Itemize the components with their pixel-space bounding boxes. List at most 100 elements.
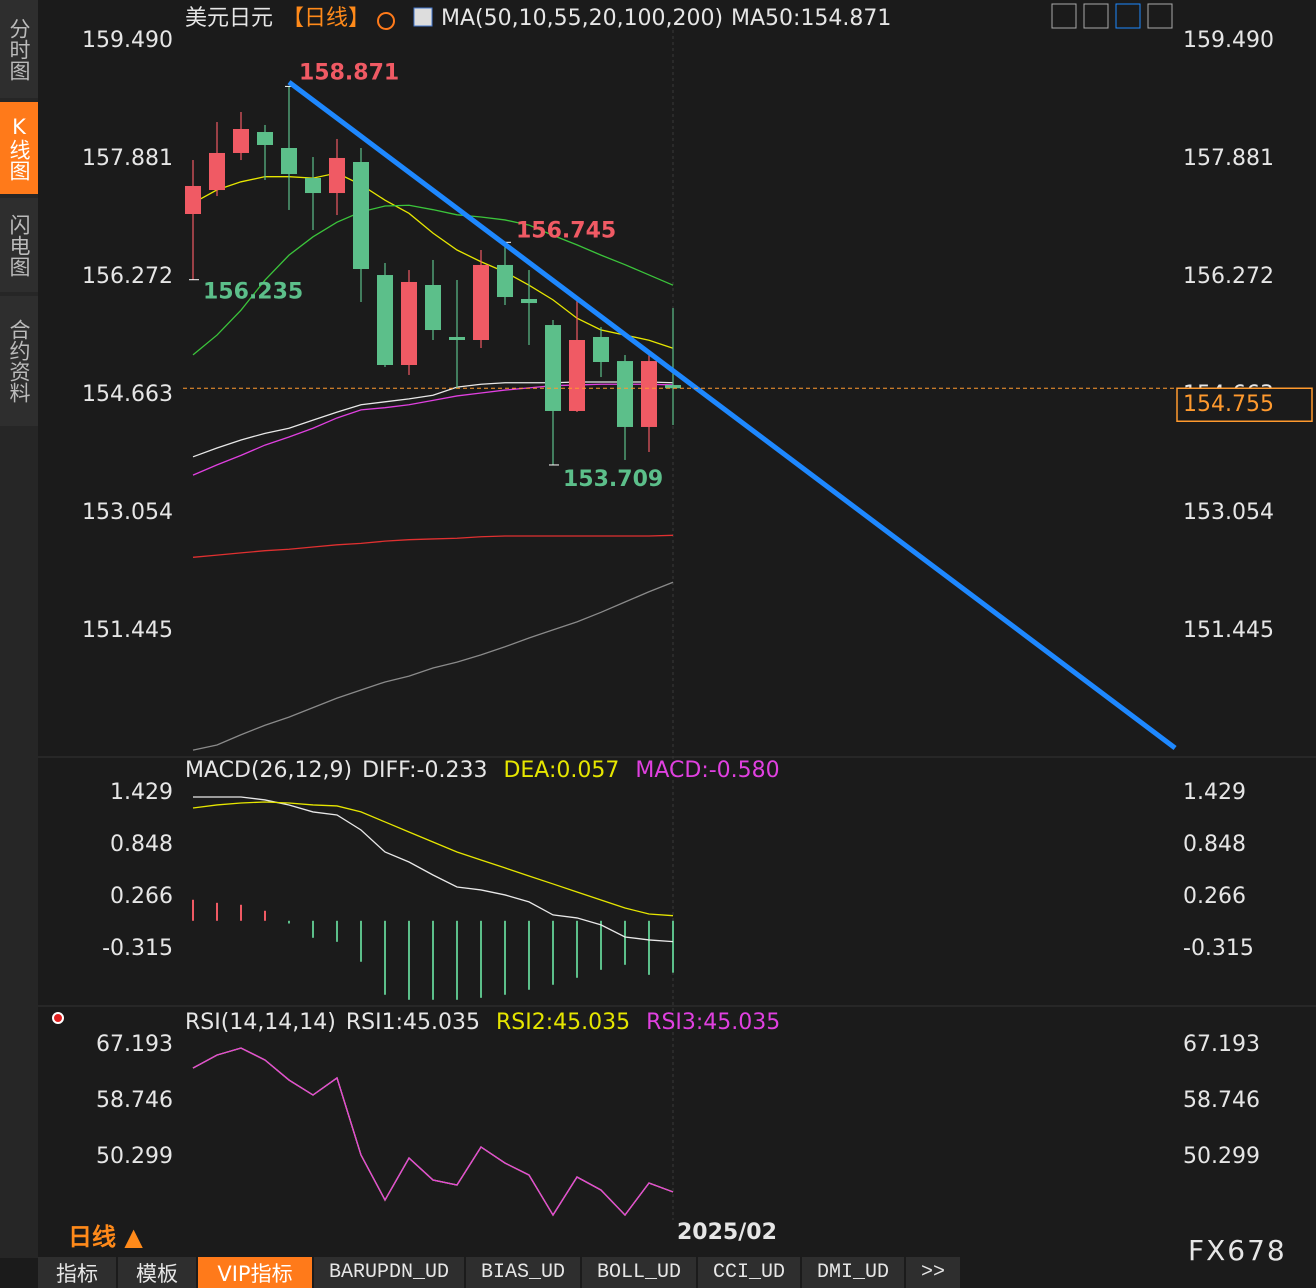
candle-body — [449, 336, 465, 340]
y2-tick-label: 58.746 — [1183, 1088, 1260, 1113]
legend-entry: RSI2:45.035 — [496, 1010, 630, 1035]
y-tick-label: -0.315 — [102, 936, 173, 961]
bottom-tab[interactable]: BARUPDN_UD — [314, 1257, 464, 1288]
y-tick-label: 1.429 — [110, 780, 173, 805]
extreme-label: 156.235 — [203, 280, 303, 305]
y2-tick-label: 151.445 — [1183, 618, 1274, 643]
sidebar-tab[interactable]: 闪电图 — [0, 198, 38, 292]
series-line — [192, 1047, 674, 1217]
legend-entry: RSI3:45.035 — [646, 1010, 780, 1035]
tool-icon[interactable] — [1083, 3, 1109, 29]
legend-entry: DEA:0.057 — [503, 758, 619, 783]
bottom-tab[interactable]: DMI_UD — [802, 1257, 904, 1288]
y-tick-label: 154.663 — [82, 382, 173, 407]
candle-body — [521, 298, 537, 304]
extreme-label: 156.745 — [516, 218, 616, 243]
series-line — [192, 381, 674, 458]
tool-icon[interactable] — [1115, 3, 1141, 29]
y2-tick-label: 50.299 — [1183, 1144, 1260, 1169]
y-tick-label: 50.299 — [96, 1144, 173, 1169]
series-line — [192, 581, 674, 751]
sidebar-tab[interactable]: 分时图 — [0, 0, 38, 98]
settings-icon[interactable] — [377, 12, 395, 30]
candle-body — [257, 132, 273, 145]
series-line — [192, 172, 674, 349]
last-price-label: 154.755 — [1183, 392, 1274, 417]
tab-label: K线图 — [7, 115, 31, 181]
bottom-tabs: 指标 模板 VIP指标 BARUPDN_UD BIAS_UD BOLL_UD C… — [38, 1257, 962, 1288]
bottom-tab[interactable]: BIAS_UD — [466, 1257, 580, 1288]
y-tick-label: 58.746 — [96, 1088, 173, 1113]
toolbar-icons — [1051, 3, 1173, 29]
series-line — [193, 796, 674, 943]
panel-title: MACD(26,12,9) — [185, 758, 352, 783]
y-tick-label: 0.848 — [110, 832, 173, 857]
candle-body — [377, 275, 393, 366]
candle-body — [425, 284, 441, 331]
candle-body — [401, 281, 417, 366]
indicator-icon[interactable] — [413, 7, 433, 27]
bottom-tab[interactable]: >> — [906, 1257, 960, 1288]
y-tick-label: 156.272 — [82, 264, 173, 289]
y2-tick-label: 0.266 — [1183, 884, 1246, 909]
y-tick-label: 157.881 — [82, 146, 173, 171]
candle-body — [569, 339, 585, 411]
legend-entry: MACD:-0.580 — [635, 758, 779, 783]
y-tick-label: 67.193 — [96, 1032, 173, 1057]
bottom-tab[interactable]: 指标 — [38, 1257, 116, 1288]
chart-title: 美元日元 — [185, 6, 273, 31]
candle-body — [233, 129, 249, 153]
sidebar: 分时图 K线图 闪电图 合约资料 — [0, 0, 38, 1258]
trendline — [287, 80, 1177, 750]
series-line — [192, 204, 674, 356]
bottom-tab[interactable]: 模板 — [118, 1257, 196, 1288]
tab-label: 闪电图 — [7, 213, 31, 277]
last-price-box — [1176, 387, 1313, 422]
panel-title: RSI(14,14,14) — [185, 1010, 336, 1035]
bottom-tab[interactable]: BOLL_UD — [582, 1257, 696, 1288]
candle-body — [593, 336, 609, 362]
series-line — [192, 801, 674, 917]
bottom-tab[interactable]: VIP指标 — [198, 1257, 312, 1288]
indicator-label: MA(50,10,55,20,100,200) — [441, 6, 723, 31]
series-line — [192, 534, 674, 558]
y-tick-label: 159.490 — [82, 28, 173, 53]
extreme-label: 158.871 — [299, 60, 399, 85]
period-selector[interactable]: 日线 ▲ — [68, 1223, 143, 1251]
candle-body — [185, 185, 201, 215]
sun-icon[interactable] — [52, 1012, 64, 1024]
y2-tick-label: -0.315 — [1183, 936, 1254, 961]
y2-tick-label: 1.429 — [1183, 780, 1246, 805]
series-line — [192, 383, 674, 476]
candle-body — [473, 264, 489, 340]
legend-entry: RSI1:45.035 — [346, 1010, 480, 1035]
candle-body — [497, 264, 513, 298]
bottom-tab[interactable]: CCI_UD — [698, 1257, 800, 1288]
watermark: FX678 — [1188, 1234, 1287, 1267]
tab-label: 合约资料 — [7, 319, 31, 403]
candle-body — [209, 152, 225, 191]
candle-body — [281, 147, 297, 175]
chart-subtitle: 【日线】 — [282, 6, 370, 31]
legend-entry: MA50:154.871 — [731, 6, 891, 31]
sidebar-tab[interactable]: 合约资料 — [0, 296, 38, 426]
y-tick-label: 151.445 — [82, 618, 173, 643]
candle-body — [305, 177, 321, 194]
y2-tick-label: 157.881 — [1183, 146, 1274, 171]
candle-body — [329, 157, 345, 194]
y2-tick-label: 159.490 — [1183, 28, 1274, 53]
extreme-label: 153.709 — [563, 467, 663, 492]
candle-body — [545, 325, 561, 411]
candle-body — [641, 361, 657, 427]
candle-body — [617, 361, 633, 427]
candle-body — [353, 162, 369, 270]
y2-tick-label: 67.193 — [1183, 1032, 1260, 1057]
tab-label: 分时图 — [7, 17, 31, 81]
y2-tick-label: 156.272 — [1183, 264, 1274, 289]
tool-icon[interactable] — [1051, 3, 1077, 29]
candle-body — [665, 385, 681, 389]
sidebar-tab[interactable]: K线图 — [0, 102, 38, 194]
tool-icon[interactable] — [1147, 3, 1173, 29]
